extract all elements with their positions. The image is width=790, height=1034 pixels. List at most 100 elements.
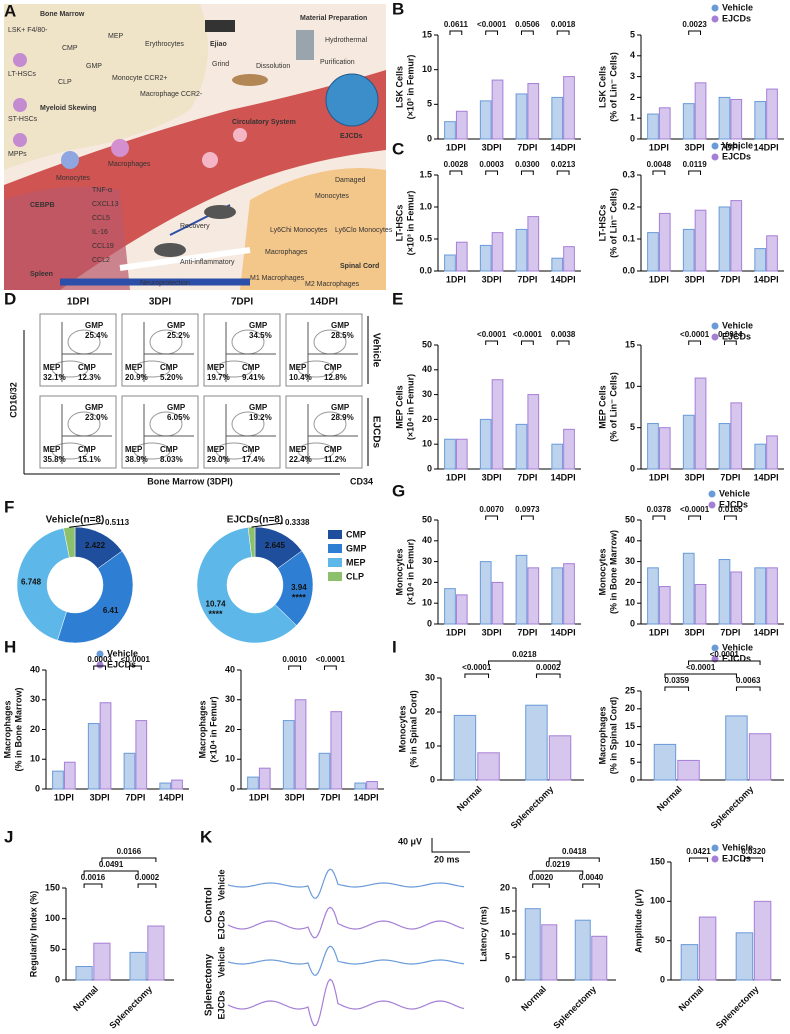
label: Dissolution: [256, 63, 290, 70]
bar: [444, 588, 456, 625]
legend-label: CMP: [346, 529, 366, 539]
y-tick-label: 1: [630, 113, 635, 123]
significance-bracket: [93, 665, 107, 670]
gate: [61, 322, 112, 382]
bar: [527, 83, 540, 140]
label: CCL19: [92, 243, 114, 250]
bar: [354, 782, 367, 790]
p-value: 0.0218: [512, 650, 537, 659]
y-tick-label: 100: [650, 896, 665, 906]
y-tick-label: 10: [422, 439, 432, 449]
x-tick-label: 3DPI: [482, 472, 502, 482]
y-axis-label: (% in Spinal Cord): [408, 690, 418, 768]
legend-marker: [711, 142, 719, 150]
significance-bracket: [664, 686, 690, 691]
label: Ly6Chi Monocytes: [270, 227, 328, 234]
gate-name: GMP: [331, 321, 350, 330]
bar: [647, 567, 659, 625]
significance-stars: ****: [209, 609, 224, 619]
significance-bracket: [723, 340, 737, 345]
bar: [75, 966, 93, 981]
y-tick-label: 1.0: [419, 201, 432, 211]
x-tick-label: Splenectomy: [709, 784, 756, 831]
column-header: 3DPI: [149, 297, 171, 308]
y-tick-label: 0.2: [622, 201, 635, 211]
y-tick-label: 20: [625, 703, 635, 713]
x-tick-label: 1DPI: [54, 792, 74, 802]
legend-marker: [711, 153, 719, 161]
label: Macrophages: [108, 161, 151, 168]
gate-name: MEP: [289, 445, 307, 454]
ejiao-icon: [205, 20, 235, 32]
significance-bracket: [532, 883, 550, 888]
significance-bracket: [556, 340, 570, 345]
contour: [297, 360, 335, 378]
gate: [143, 322, 194, 382]
y-tick-label: 5: [630, 757, 635, 767]
spleen-region: [4, 186, 130, 290]
gate-value: 17.4%: [242, 455, 265, 464]
x-tick-label: 3DPI: [90, 792, 110, 802]
bar: [551, 567, 564, 625]
y-tick-label: 10: [625, 598, 635, 608]
label: LT-HSCs: [8, 71, 36, 78]
flow-plot: [39, 313, 117, 387]
p-value: <0.0001: [686, 663, 716, 672]
label: Myeloid Skewing: [40, 105, 96, 112]
x-tick-label: 3DPI: [685, 274, 705, 284]
p-value: 0.0418: [562, 847, 587, 856]
x-tick-label: 14DPI: [551, 627, 576, 637]
x-tick-label: 7DPI: [720, 142, 740, 152]
significance-bracket: [556, 170, 570, 175]
gate-name: CMP: [78, 363, 96, 372]
bar: [682, 552, 695, 625]
legend-label: MEP: [346, 557, 366, 567]
bar: [491, 232, 504, 272]
panel-letter: K: [200, 827, 213, 846]
cell: [202, 152, 218, 168]
x-tick-label: Normal: [655, 784, 684, 813]
contour: [133, 360, 171, 378]
gate-value: 34.5%: [249, 331, 272, 340]
p-value: 0.0063: [736, 676, 761, 685]
donut-segment: [247, 526, 256, 558]
y-tick-label: 25: [625, 685, 635, 695]
cell: [233, 128, 247, 142]
y-tick-label: 5: [630, 29, 635, 39]
bar: [527, 394, 540, 470]
bar: [718, 96, 731, 140]
y-axis-label: MEP Cells: [394, 385, 404, 428]
y-tick-label: 30: [625, 556, 635, 566]
significance-bracket: [520, 170, 534, 175]
bar: [444, 121, 456, 140]
bar: [753, 900, 772, 981]
significance-bracket: [652, 515, 666, 520]
donut-title: EJCDs(n=8): [227, 515, 283, 526]
legend-swatch: [328, 544, 342, 553]
y-tick-label: 15: [500, 905, 510, 915]
bar: [479, 561, 492, 625]
bar: [730, 200, 743, 272]
donut-segment: [16, 527, 70, 641]
x-tick-label: 14DPI: [551, 142, 576, 152]
y-tick-label: 20: [422, 577, 432, 587]
panel-letter: D: [4, 289, 16, 308]
label: ST-HSCs: [8, 116, 38, 123]
cell: [111, 139, 129, 157]
bar: [730, 98, 743, 140]
bar: [766, 88, 778, 140]
significance-bracket: [582, 883, 600, 888]
segment-label: 2.645: [265, 541, 286, 550]
x-tick-label: 7DPI: [125, 792, 145, 802]
gate-name: MEP: [43, 363, 61, 372]
flow-plot: [203, 313, 281, 387]
y-tick-label: 50: [655, 935, 665, 945]
label: CCL2: [92, 257, 110, 264]
y-tick-label: 30: [422, 556, 432, 566]
y-tick-label: 10: [625, 381, 635, 391]
flow-plot: [121, 395, 199, 469]
y-tick-label: 40: [225, 664, 235, 674]
bar: [748, 733, 772, 781]
y-axis-label: LT-HSCs: [394, 205, 404, 242]
legend-label: EJCDs: [719, 499, 748, 509]
